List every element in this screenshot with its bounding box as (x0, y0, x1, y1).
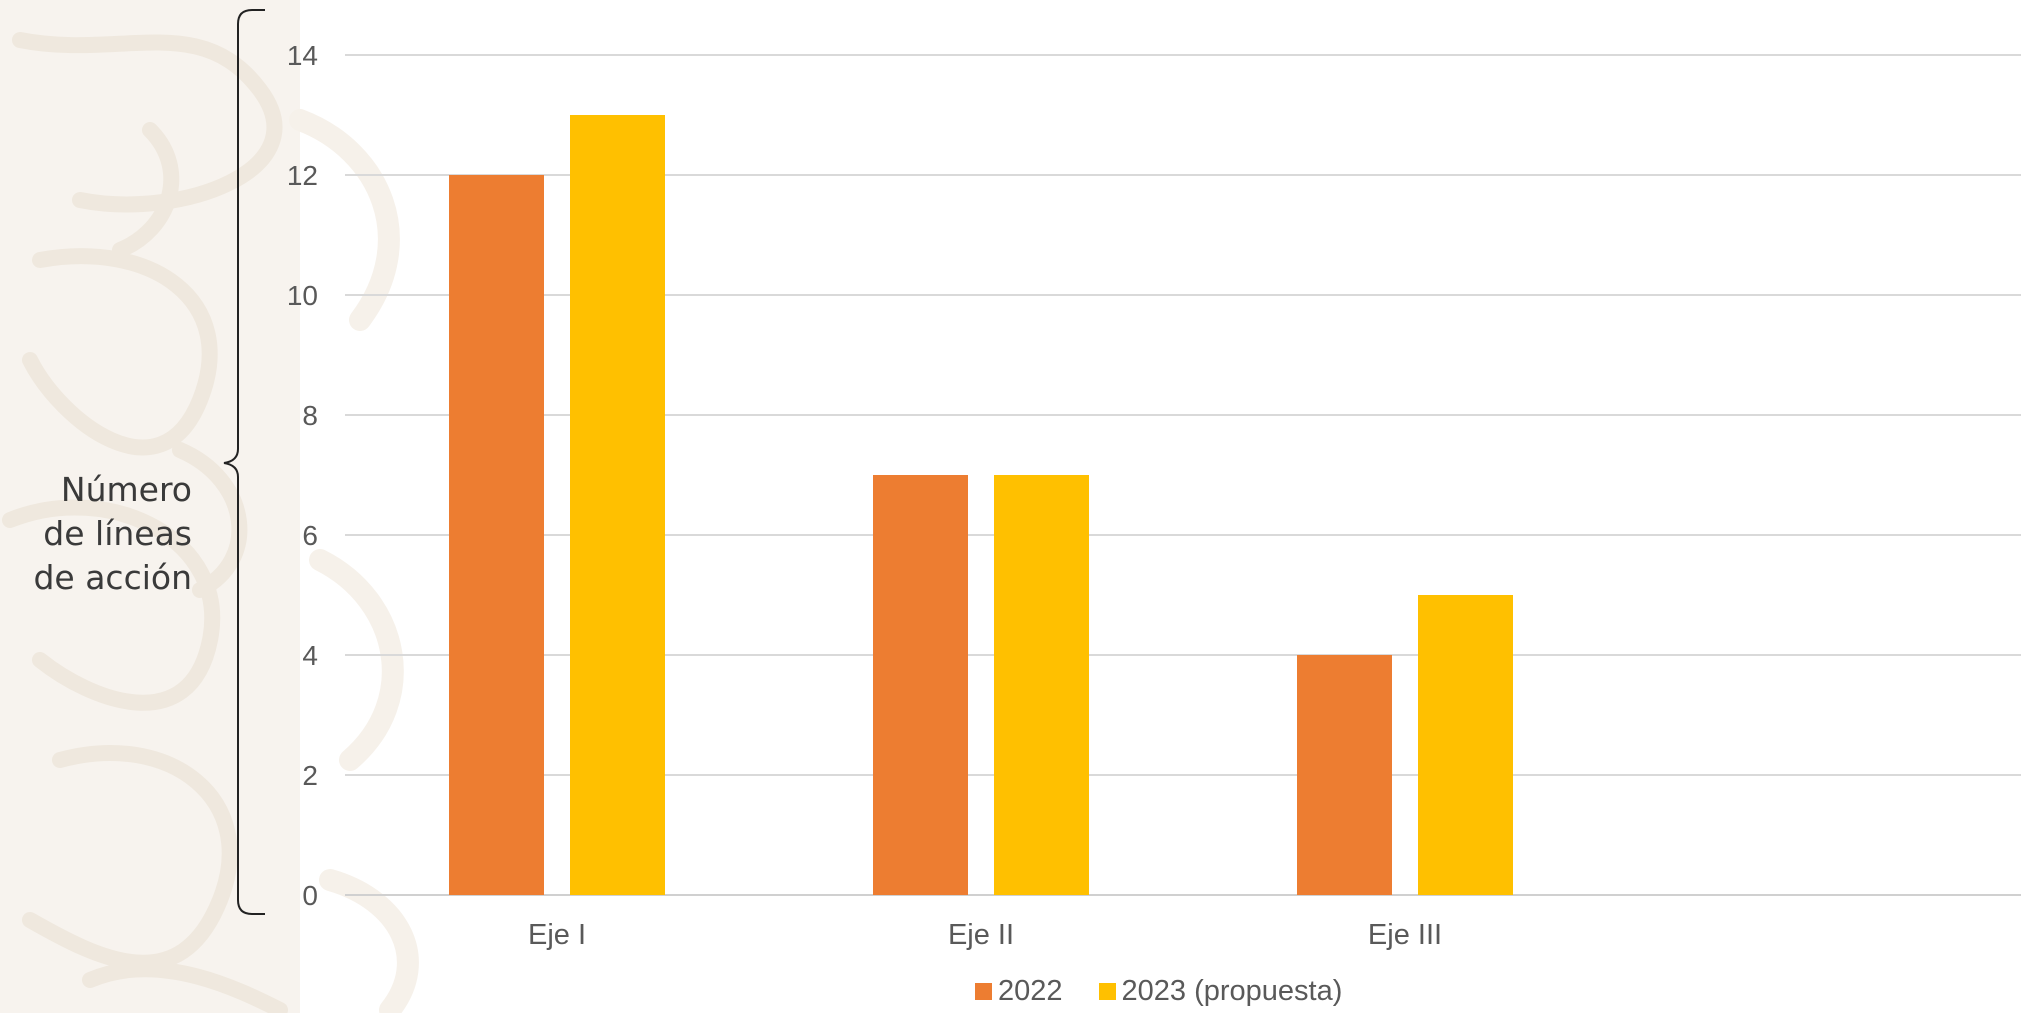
bars (449, 115, 1513, 895)
legend-swatch-2023 (1098, 983, 1116, 1000)
y-tick-label: 8 (302, 400, 318, 431)
legend-item-2023: 2023 (propuesta) (1098, 975, 1343, 1008)
x-tick-label: Eje III (1368, 919, 1442, 951)
x-tick-label: Eje I (528, 919, 586, 951)
legend-label: 2023 (propuesta) (1121, 975, 1343, 1007)
bar-2022-3 (1297, 655, 1392, 895)
chart-legend: 2022 2023 (propuesta) (975, 975, 1378, 1008)
y-axis-title: Número de líneas de acción (0, 468, 192, 600)
legend-swatch-2022 (975, 983, 992, 1000)
bar-2023-2 (994, 475, 1089, 895)
bar-2022-2 (873, 475, 968, 895)
x-axis-ticks: Eje I Eje II Eje III (528, 919, 1442, 951)
y-tick-label: 0 (302, 880, 318, 911)
y-axis-title-line: Número (60, 470, 192, 509)
bar-2023-3 (1418, 595, 1513, 895)
y-axis-title-line: de acción (33, 558, 192, 597)
y-tick-label: 4 (302, 640, 318, 671)
y-tick-label: 14 (287, 40, 318, 71)
y-tick-label: 6 (302, 520, 318, 551)
y-tick-label: 2 (302, 760, 318, 791)
legend-label: 2022 (998, 975, 1063, 1007)
x-tick-label: Eje II (948, 919, 1014, 951)
y-tick-label: 12 (287, 160, 318, 191)
y-axis-title-line: de líneas (43, 514, 192, 553)
axis-brace (223, 9, 265, 915)
bar-2022-1 (449, 175, 544, 895)
y-axis-ticks: 0 2 4 6 8 10 12 14 (287, 40, 318, 911)
bar-2023-1 (570, 115, 665, 895)
legend-item-2022: 2022 (975, 975, 1063, 1008)
y-tick-label: 10 (287, 280, 318, 311)
